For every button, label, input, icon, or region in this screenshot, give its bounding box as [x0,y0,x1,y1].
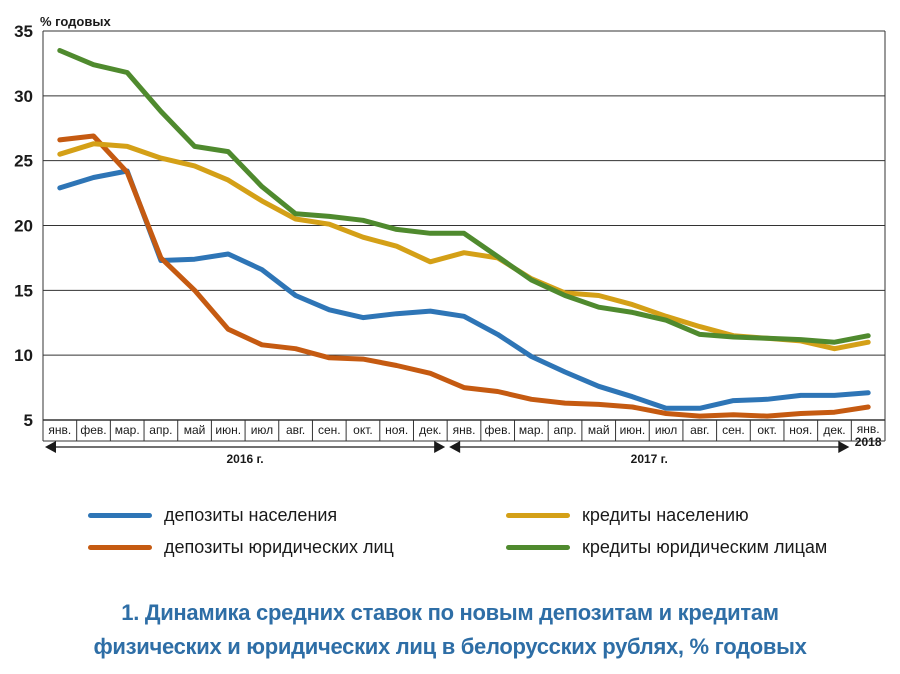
series-line [57,168,871,411]
x-tick-label: апр. [553,423,576,437]
x-tick-label: апр. [149,423,172,437]
arrow-left-icon [449,441,461,453]
legend-item-deposits-households: депозиты населения [88,505,337,526]
x-tick-label: июн. [215,423,241,437]
x-tick-label: авг. [690,423,709,437]
legend-label: депозиты населения [164,505,338,525]
year-label: 2018 [855,435,882,449]
x-tick-label: янв. [857,422,880,436]
x-tick-label: дек. [419,423,441,437]
caption-line-2: физических и юридических лиц в белорусск… [93,634,807,659]
arrow-right-icon [434,441,446,453]
y-tick-label: 5 [24,411,33,430]
y-tick-label: 15 [14,281,33,300]
x-tick-label: сен. [722,423,745,437]
y-tick-label: 20 [14,217,33,236]
x-tick-label: янв. [453,423,476,437]
legend-item-deposits-legal-entities: депозиты юридических лиц [88,537,394,558]
legend-swatch [88,545,152,550]
y-unit-label: % годовых [40,14,111,29]
legend-swatch [88,513,152,518]
legend-swatch [506,545,570,550]
y-tick-label: 30 [14,87,33,106]
x-tick-label: июл [655,423,677,437]
legend-label: депозиты юридических лиц [164,537,394,557]
series-line [57,48,871,345]
legend-swatch [506,513,570,518]
year-label: 2017 г. [631,452,668,466]
figure-caption: 1. Динамика средних ставок по новым депо… [0,596,900,664]
x-tick-label: май [184,423,206,437]
arrow-left-icon [45,441,56,453]
legend-item-loans-legal-entities: кредиты юридическим лицам [506,537,827,558]
y-tick-label: 10 [14,346,33,365]
x-tick-label: ноя. [385,423,408,437]
x-tick-label: фев. [485,423,511,437]
x-tick-label: янв. [48,423,71,437]
x-tick-label: окт. [757,423,777,437]
year-label: 2016 г. [226,452,263,466]
series-line [57,133,871,419]
x-tick-label: мар. [519,423,544,437]
y-tick-label: 25 [14,152,33,171]
x-tick-label: дек. [823,423,845,437]
x-tick-label: авг. [286,423,305,437]
x-tick-label: июл [251,423,273,437]
x-tick-label: ноя. [789,423,812,437]
x-tick-label: мар. [115,423,140,437]
arrow-right-icon [838,441,850,453]
line-chart: 5 10 15 20 25 30 35 % годовых янв. фев. мар. апр. ма… [14,14,886,466]
legend-label: кредиты населению [582,505,749,525]
x-tick-label: окт. [353,423,373,437]
x-tick-label: сен. [318,423,341,437]
x-tick-label: фев. [80,423,106,437]
legend-item-loans-households: кредиты населению [506,505,749,526]
x-tick-label: июн. [620,423,646,437]
y-tick-label: 35 [14,22,33,41]
caption-line-1: 1. Динамика средних ставок по новым депо… [121,600,779,625]
legend-label: кредиты юридическим лицам [582,537,828,557]
x-tick-label: май [588,423,610,437]
